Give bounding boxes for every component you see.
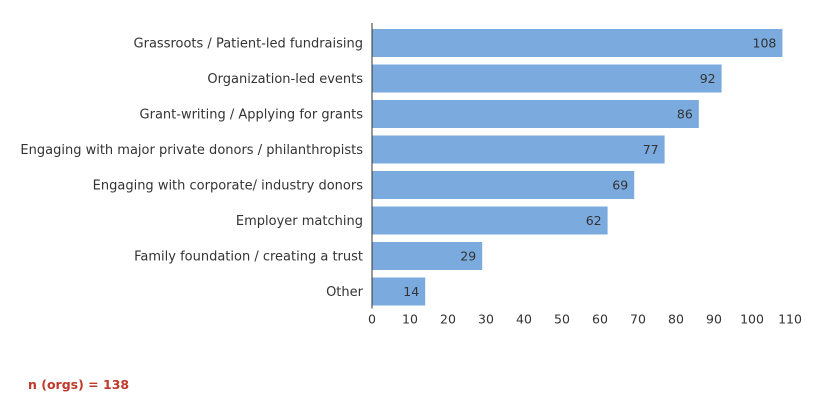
bar-chart: Grassroots / Patient-led fundraising Orga… [20, 23, 802, 327]
bar-6 [372, 242, 483, 270]
bar-7 [372, 277, 426, 306]
bar-0 [372, 29, 783, 57]
x-tick-label-5: 50 [554, 312, 570, 327]
x-tick-label-3: 30 [478, 312, 494, 327]
bar-4 [372, 171, 635, 199]
x-tick-label-2: 20 [440, 312, 456, 327]
x-tick-label-0: 0 [368, 312, 376, 327]
category-label-6: Family foundation / creating a trust [134, 250, 363, 265]
bar-3 [372, 135, 665, 164]
bars-group [372, 29, 783, 306]
x-tick-label-9: 90 [706, 312, 722, 327]
x-tick-label-10: 100 [740, 312, 764, 327]
value-label-3: 77 [643, 142, 659, 157]
value-label-5: 62 [586, 213, 602, 228]
category-label-7: Other [326, 285, 364, 300]
x-tick-label-11: 110 [778, 312, 802, 327]
value-label-2: 86 [677, 107, 693, 122]
category-label-5: Employer matching [236, 214, 363, 229]
category-label-4: Engaging with corporate/ industry donors [93, 179, 364, 194]
category-label-0: Grassroots / Patient-led fundraising [134, 37, 363, 52]
category-label-2: Grant-writing / Applying for grants [140, 108, 364, 123]
value-label-1: 92 [700, 71, 716, 86]
category-label-3: Engaging with major private donors / phi… [20, 143, 363, 158]
value-labels-group: 108 92 86 77 69 62 29 14 [403, 36, 776, 300]
x-tick-label-7: 70 [630, 312, 646, 327]
value-label-4: 69 [612, 178, 628, 193]
x-tick-label-4: 40 [516, 312, 532, 327]
x-axis-ticks-group: 0 10 20 30 40 50 60 70 80 90 100 110 [368, 312, 802, 327]
value-label-7: 14 [403, 284, 419, 299]
bar-2 [372, 100, 699, 128]
x-tick-label-1: 10 [402, 312, 418, 327]
category-label-1: Organization-led events [207, 72, 363, 87]
value-label-0: 108 [753, 36, 777, 51]
bar-5 [372, 206, 608, 235]
value-label-6: 29 [460, 249, 476, 264]
category-labels-group: Grassroots / Patient-led fundraising Orga… [20, 37, 363, 301]
x-tick-label-8: 80 [668, 312, 684, 327]
bar-1 [372, 64, 722, 93]
x-tick-label-6: 60 [592, 312, 608, 327]
sample-size-note: n (orgs) = 138 [28, 377, 130, 392]
